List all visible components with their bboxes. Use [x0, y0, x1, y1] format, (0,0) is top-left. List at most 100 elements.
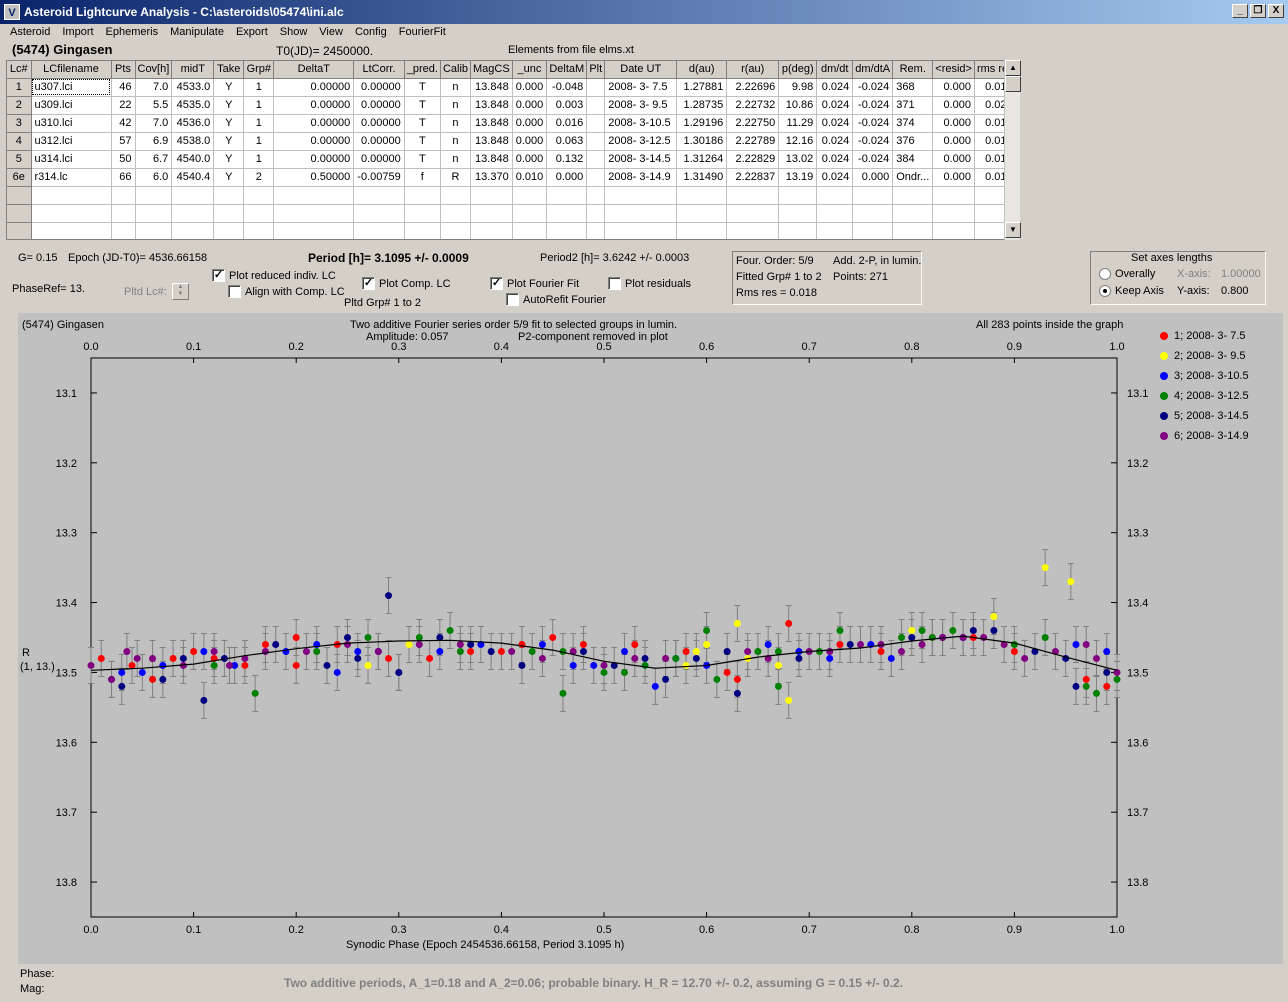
table-cell[interactable]: 2	[243, 168, 275, 187]
table-cell[interactable]: 4540.0	[171, 150, 215, 169]
table-cell[interactable]: 6.0	[135, 168, 173, 187]
column-header[interactable]: midT	[171, 61, 215, 79]
column-header[interactable]: Cov[h]	[135, 61, 173, 79]
table-cell[interactable]: n	[440, 150, 472, 169]
table-cell[interactable]: 2008- 3-10.5	[604, 114, 678, 133]
table-cell[interactable]: 9.98	[778, 78, 818, 97]
table-cell[interactable]: -0.048	[546, 78, 588, 97]
table-cell[interactable]: 2.22696	[726, 78, 780, 97]
table-cell[interactable]: 0.063	[546, 132, 588, 151]
column-header[interactable]: <resid>	[932, 61, 975, 79]
table-cell[interactable]	[586, 114, 606, 133]
column-header[interactable]: _pred.	[404, 61, 441, 79]
table-cell[interactable]: -0.024	[852, 150, 894, 169]
table-cell[interactable]: -0.024	[852, 78, 894, 97]
table-cell[interactable]: n	[440, 78, 472, 97]
menu-manipulate[interactable]: Manipulate	[170, 26, 224, 38]
yaxis-value[interactable]: 0.800	[1221, 285, 1249, 297]
menu-import[interactable]: Import	[62, 26, 94, 38]
table-cell[interactable]: 7.0	[135, 78, 173, 97]
overally-radio[interactable]: Overally	[1099, 268, 1155, 280]
table-cell[interactable]: 368	[892, 78, 934, 97]
table-cell[interactable]: n	[440, 96, 472, 115]
table-cell[interactable]: n	[440, 114, 472, 133]
table-cell[interactable]: R	[440, 168, 472, 187]
table-cell[interactable]: -0.024	[852, 96, 894, 115]
table-cell[interactable]: 0.000	[932, 150, 975, 169]
column-header[interactable]: Date UT	[604, 61, 678, 79]
column-header[interactable]: Pts	[111, 61, 136, 79]
table-cell[interactable]: Y	[213, 168, 245, 187]
table-scrollbar[interactable]: ▲ ▼	[1004, 60, 1021, 240]
table-cell[interactable]: Y	[213, 114, 245, 133]
table-cell[interactable]: 12.16	[778, 132, 818, 151]
table-cell[interactable]: Y	[213, 132, 245, 151]
table-cell[interactable]: 0.000	[932, 78, 975, 97]
align-comp-checkbox[interactable]: Align with Comp. LC	[228, 285, 345, 298]
table-cell[interactable]	[586, 78, 606, 97]
table-cell[interactable]: 4538.0	[171, 132, 215, 151]
table-cell[interactable]: 1.30186	[676, 132, 728, 151]
menu-ephemeris[interactable]: Ephemeris	[105, 26, 159, 38]
column-header[interactable]: Rem.	[892, 61, 934, 79]
table-cell[interactable]: 0.000	[932, 132, 975, 151]
table-cell[interactable]: 0.024	[816, 132, 854, 151]
empty-row[interactable]	[7, 204, 1017, 223]
table-cell[interactable]: 0.000	[512, 150, 548, 169]
table-cell[interactable]: 2.22837	[726, 168, 780, 187]
table-cell[interactable]: r314.lc	[31, 168, 112, 187]
table-cell[interactable]: 0.000	[852, 168, 894, 187]
table-cell[interactable]: 0.000	[512, 114, 548, 133]
table-cell[interactable]: 66	[111, 168, 136, 187]
column-header[interactable]: _unc	[512, 61, 548, 79]
scroll-down-icon[interactable]: ▼	[1005, 222, 1021, 238]
table-cell[interactable]: 6.9	[135, 132, 173, 151]
column-header[interactable]: p(deg)	[778, 61, 818, 79]
table-cell[interactable]: 0.00000	[353, 150, 405, 169]
table-cell[interactable]: 0.00000	[353, 132, 405, 151]
table-cell[interactable]: 0.000	[512, 78, 548, 97]
column-header[interactable]: MagCS	[470, 61, 513, 79]
column-header[interactable]: DeltaT	[273, 61, 355, 79]
table-cell[interactable]: 11.29	[778, 114, 818, 133]
table-cell[interactable]: 1.31490	[676, 168, 728, 187]
row-header[interactable]: 1	[7, 78, 32, 97]
table-cell[interactable]: 0.024	[816, 78, 854, 97]
table-cell[interactable]: 0.00000	[353, 96, 405, 115]
close-button[interactable]: X	[1268, 4, 1284, 18]
table-cell[interactable]: 2008- 3-14.5	[604, 150, 678, 169]
table-cell[interactable]: -0.00759	[353, 168, 405, 187]
plot-comp-checkbox[interactable]: ✓ Plot Comp. LC	[362, 277, 451, 290]
table-cell[interactable]: 13.02	[778, 150, 818, 169]
row-header[interactable]: 2	[7, 96, 32, 115]
plot-fourier-checkbox[interactable]: ✓ Plot Fourier Fit	[490, 277, 580, 290]
table-cell[interactable]: 50	[111, 150, 136, 169]
table-cell[interactable]: 0.00000	[353, 114, 405, 133]
minimize-button[interactable]: _	[1232, 4, 1248, 18]
table-cell[interactable]: 1	[243, 96, 275, 115]
table-cell[interactable]: 13.848	[470, 150, 513, 169]
table-cell[interactable]: 1.31264	[676, 150, 728, 169]
empty-row[interactable]	[7, 222, 1017, 239]
row-header[interactable]: 4	[7, 132, 32, 151]
column-header[interactable]: LtCorr.	[353, 61, 405, 79]
table-cell[interactable]: 384	[892, 150, 934, 169]
table-cell[interactable]: 7.0	[135, 114, 173, 133]
table-cell[interactable]: Y	[213, 96, 245, 115]
table-cell[interactable]: 13.19	[778, 168, 818, 187]
row-header[interactable]: 5	[7, 150, 32, 169]
column-header[interactable]: Take	[213, 61, 245, 79]
keep-axis-radio[interactable]: Keep Axis	[1099, 285, 1164, 297]
table-cell[interactable]: 0.000	[512, 96, 548, 115]
table-cell[interactable]: u307.lci	[31, 78, 112, 97]
table-cell[interactable]: 376	[892, 132, 934, 151]
restore-button[interactable]: ❐	[1250, 4, 1266, 18]
table-cell[interactable]: 22	[111, 96, 136, 115]
column-header[interactable]: DeltaM	[546, 61, 588, 79]
table-cell[interactable]: -0.024	[852, 132, 894, 151]
app-icon[interactable]: V	[4, 4, 20, 20]
table-cell[interactable]: 4533.0	[171, 78, 215, 97]
row-header[interactable]: 3	[7, 114, 32, 133]
table-cell[interactable]: 1	[243, 150, 275, 169]
